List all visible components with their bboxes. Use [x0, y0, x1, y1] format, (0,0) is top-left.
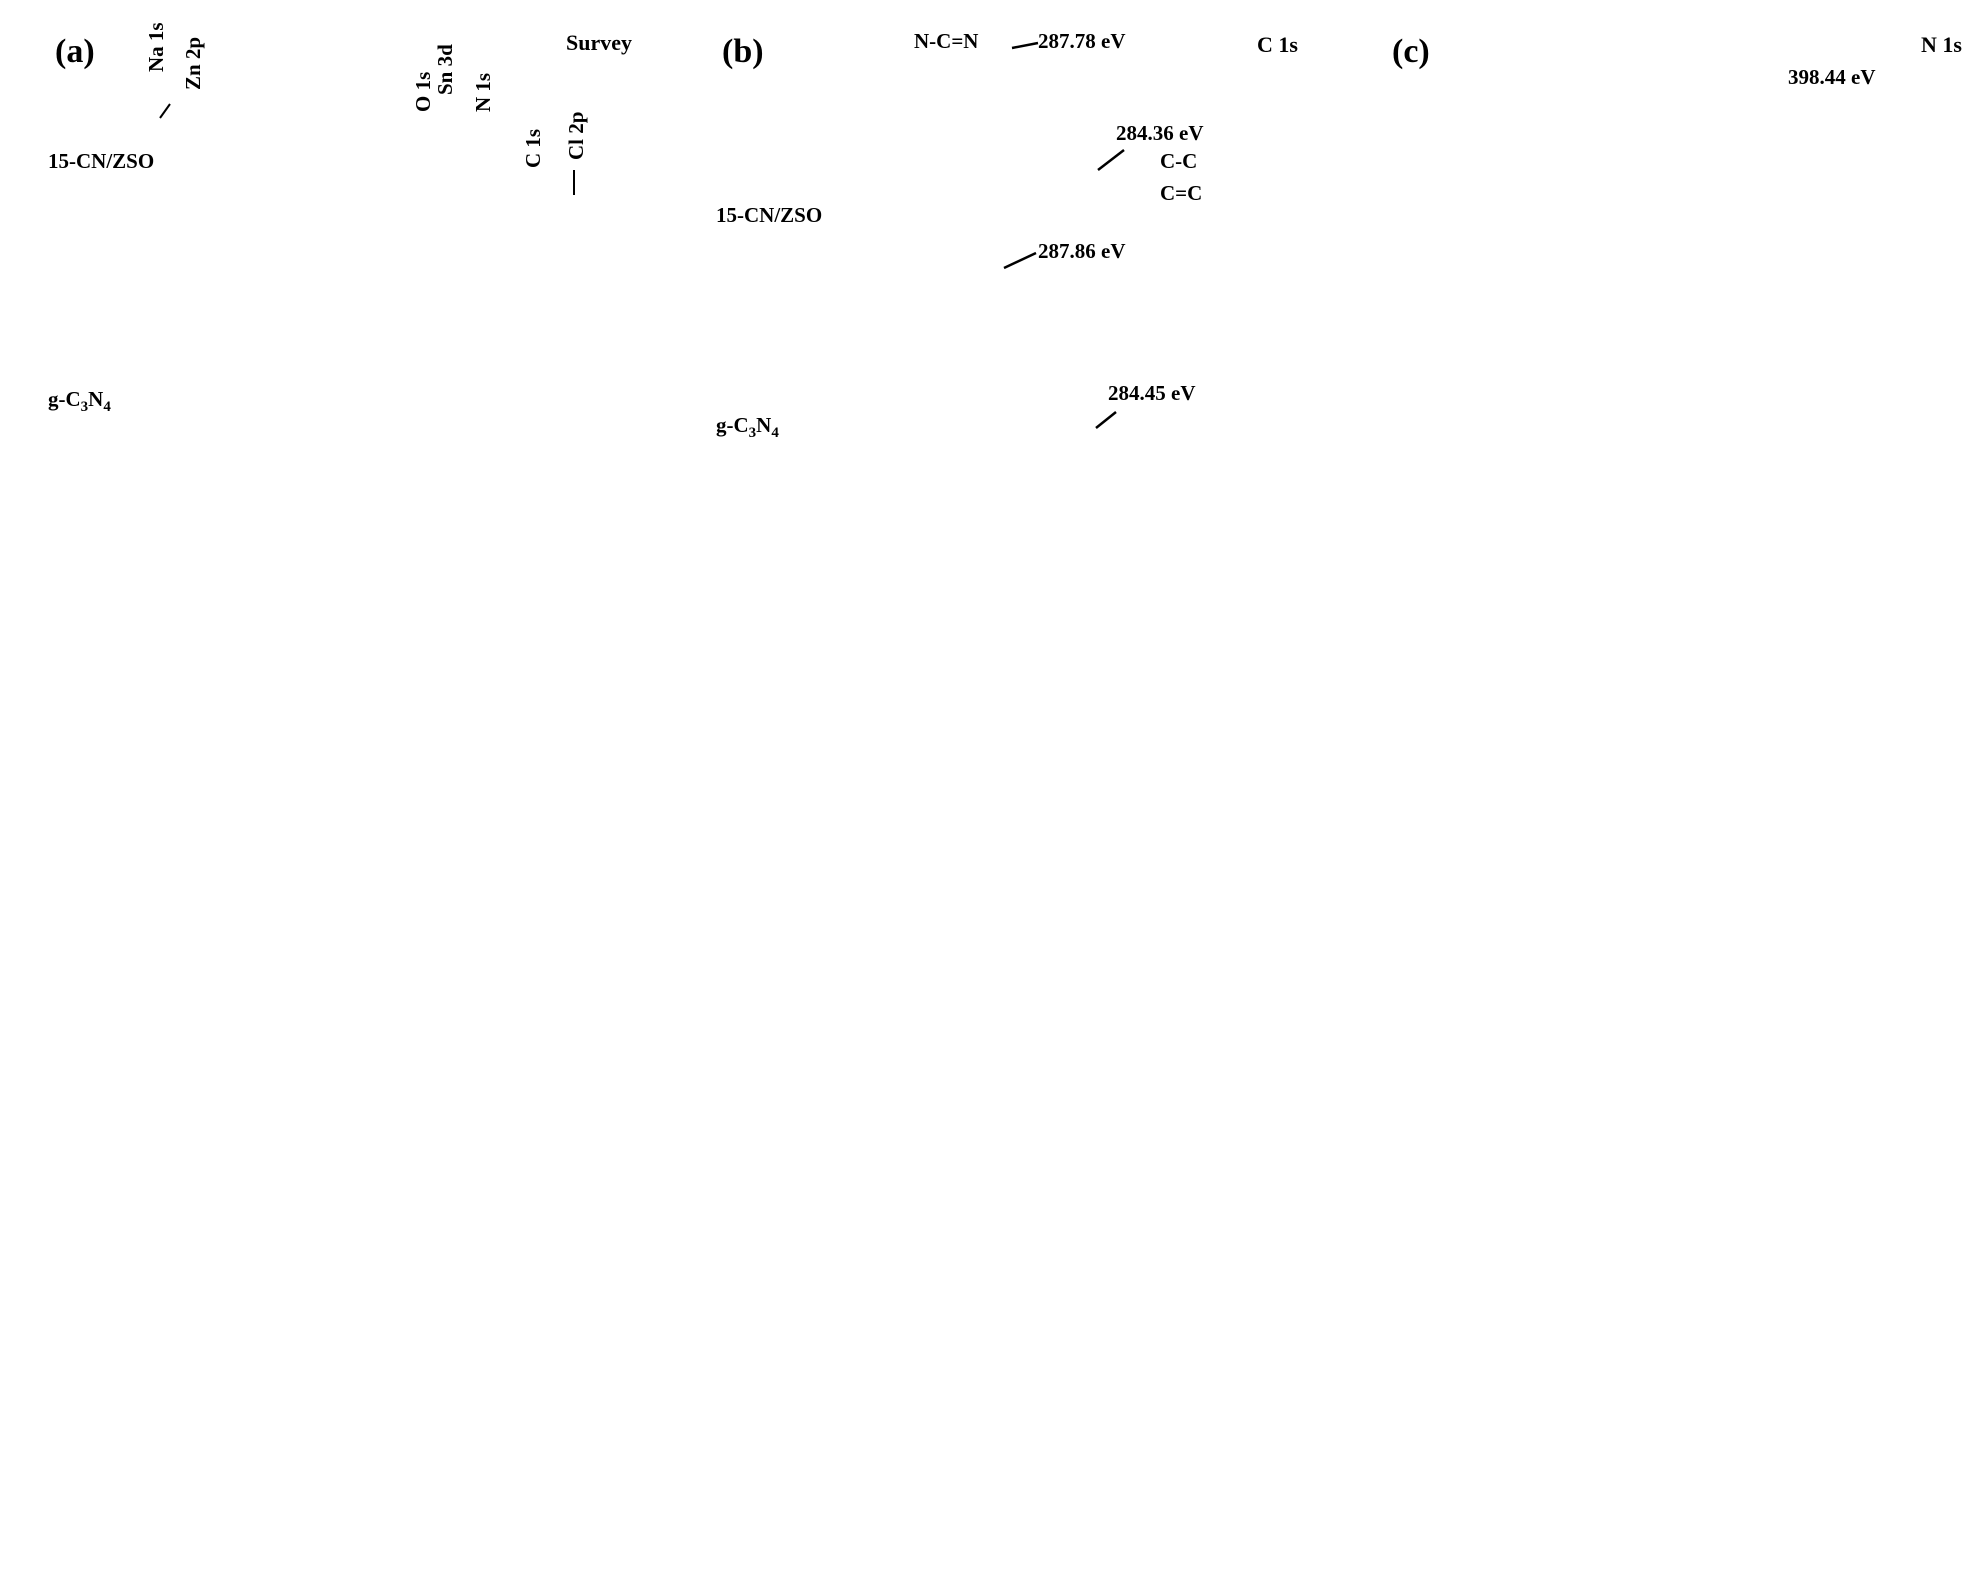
ann-28786: 287.86 eV	[1038, 239, 1126, 263]
sample-label-gc3n4-a: g-C3N4	[48, 387, 111, 415]
panel-title-b: C 1s	[1257, 32, 1298, 57]
peak-label-c1s: C 1s	[521, 129, 545, 168]
panel-a: (a) Survey Na 1s Zn 2p O 1s Sn 3d N 1s C…	[48, 22, 632, 415]
panel-title-c: N 1s	[1921, 32, 1962, 57]
panel-c: (c) N 1s 398.44 eV . . . . . . . . . . .…	[1392, 32, 1962, 89]
panel-b: (b) C 1s N-C=N 287.78 eV 284.36 eV C-C C…	[716, 29, 1298, 441]
panel-label-c: (c)	[1392, 33, 1430, 70]
peak-label-o1s: O 1s	[411, 72, 435, 112]
arrow-na1s	[159, 103, 171, 119]
panel-label-a: (a)	[55, 33, 95, 70]
ann-cc: C-C	[1160, 149, 1197, 173]
sample-label-15cn-b: 15-CN/ZSO	[716, 203, 822, 227]
ann-28778: 287.78 eV	[1038, 29, 1126, 53]
peak-label-sn3d: Sn 3d	[433, 44, 457, 95]
peak-label-na1s: Na 1s	[144, 22, 168, 72]
panel-label-b: (b)	[722, 33, 764, 70]
ann-ncn: N-C=N	[914, 29, 978, 53]
sample-label-gc3n4-b: g-C3N4	[716, 413, 779, 441]
ann-28436: 284.36 eV	[1116, 121, 1204, 145]
peak-label-n1s: N 1s	[471, 73, 495, 112]
ann-c=c: C=C	[1160, 181, 1202, 205]
ann-39844: 398.44 eV	[1788, 65, 1876, 89]
ann-28445: 284.45 eV	[1108, 381, 1196, 405]
panel-title-a: Survey	[566, 30, 632, 55]
peak-label-zn2p: Zn 2p	[181, 37, 205, 90]
peak-label-cl2p: Cl 2p	[564, 112, 588, 160]
sample-label-15cn-a: 15-CN/ZSO	[48, 149, 154, 173]
